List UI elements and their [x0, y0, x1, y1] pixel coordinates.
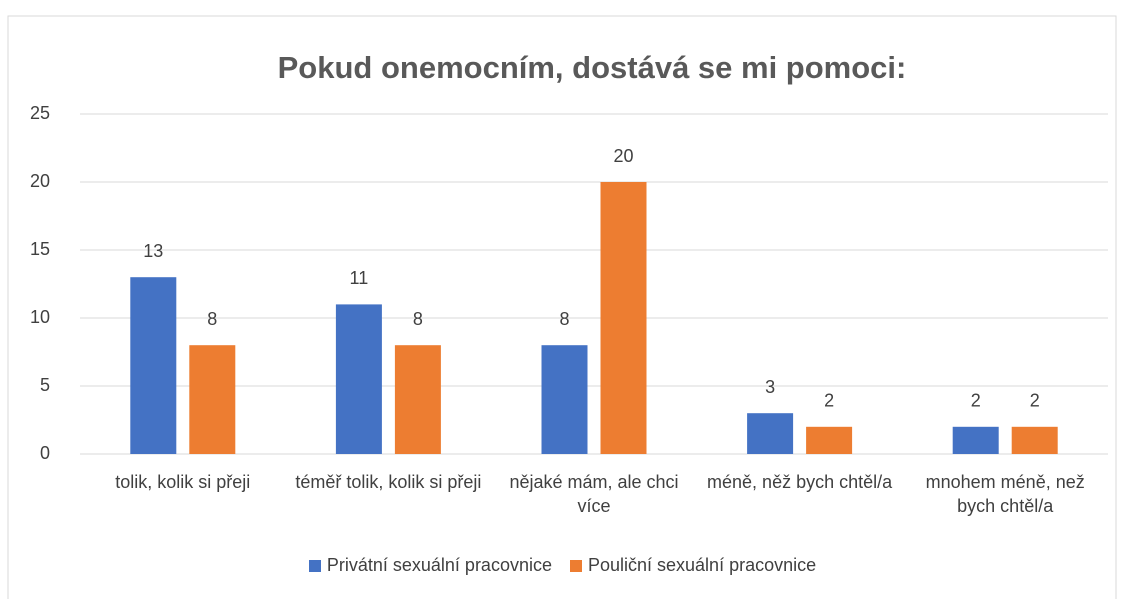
legend-label: Pouliční sexuální pracovnice	[587, 555, 817, 575]
legend: Privátní sexuální pracovnice Pouliční sex…	[0, 555, 1125, 576]
bar	[806, 426, 853, 454]
x-tick-label: méně, něž bych chtěl/a	[707, 472, 893, 492]
x-tick-label: tolik, kolik si přeji	[115, 472, 251, 492]
bar	[1011, 426, 1058, 454]
legend-item: Privátní sexuální pracovnice	[308, 555, 552, 576]
y-tick-label: 0	[40, 443, 50, 463]
data-label: 20	[613, 146, 633, 166]
bar	[541, 345, 588, 454]
y-tick-label: 20	[30, 171, 50, 191]
x-tick-label: téměř tolik, kolik si přeji	[295, 472, 482, 492]
data-label: 2	[1030, 391, 1040, 411]
bar	[747, 413, 794, 454]
bar	[130, 277, 177, 454]
legend-swatch	[569, 559, 582, 572]
y-tick-label: 25	[30, 103, 50, 123]
legend-swatch	[308, 559, 321, 572]
data-label: 2	[971, 391, 981, 411]
data-label: 13	[143, 241, 163, 261]
legend-label: Privátní sexuální pracovnice	[326, 555, 552, 575]
data-label: 8	[413, 309, 423, 329]
data-label: 3	[765, 377, 775, 397]
y-tick-label: 15	[30, 239, 50, 259]
bar	[952, 426, 999, 454]
data-label: 8	[559, 309, 569, 329]
data-label: 11	[350, 268, 369, 288]
chart-title: Pokud onemocním, dostává se mi pomoci:	[278, 50, 907, 85]
chart-border	[7, 15, 1117, 599]
y-tick-label: 5	[40, 375, 50, 395]
legend-item: Pouliční sexuální pracovnice	[569, 555, 817, 576]
x-tick-label: mnohem méně, než bych chtěl/a	[925, 472, 1085, 516]
bar	[394, 345, 441, 454]
y-tick-label: 10	[30, 307, 50, 327]
data-label: 8	[207, 309, 217, 329]
x-tick-label: nějaké mám, ale chci více	[509, 472, 679, 516]
bar	[189, 345, 236, 454]
data-label: 2	[824, 391, 834, 411]
bar	[600, 182, 647, 454]
bar	[335, 304, 382, 454]
